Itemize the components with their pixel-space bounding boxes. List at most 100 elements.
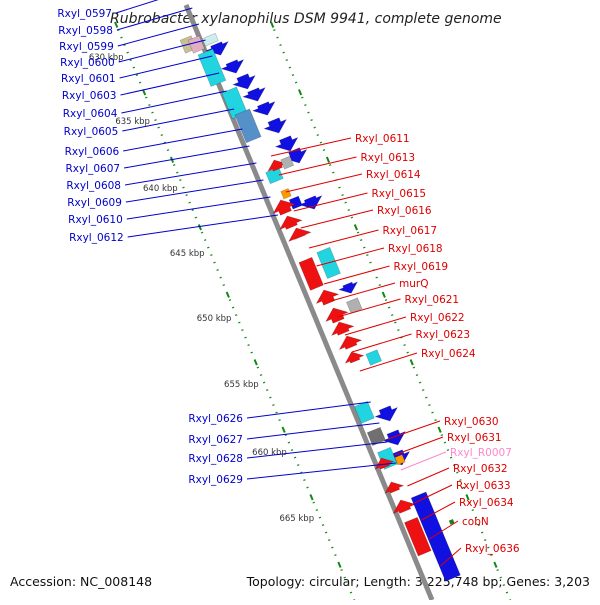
- gene-leader-line: [395, 437, 443, 455]
- gene-label: Rxyl_0601: [61, 73, 116, 85]
- gene-leader-line: [309, 230, 378, 248]
- gene-label: Rxyl_0633: [456, 480, 511, 492]
- gene-label: Rxyl_0616: [377, 205, 432, 217]
- genome-stats-text: Topology: circular; Length: 3,225,748 bp…: [246, 574, 590, 589]
- gene-feature: [366, 350, 382, 366]
- gene-leader-line: [125, 163, 256, 185]
- gene-arrow-shape: [198, 49, 226, 87]
- gene-label: Rxyl_R0007: [450, 447, 512, 459]
- scale-tick: [199, 225, 201, 231]
- gene-label: Rxyl_0597: [57, 8, 112, 20]
- gene-feature: [299, 193, 326, 213]
- gene-label: Rxyl_0599: [59, 41, 114, 53]
- scale-tick: [355, 225, 357, 231]
- gene-features: [180, 33, 460, 581]
- gene-label: Rxyl_0611: [355, 133, 410, 145]
- scale-tick: [282, 427, 284, 433]
- gene-label: Rxyl_0630: [444, 416, 499, 428]
- gene-label: Rxyl_0612: [69, 232, 124, 244]
- gene-label: Rxyl_0623: [416, 329, 471, 341]
- scale-tick: [338, 562, 340, 568]
- gene-arrow-shape: [374, 403, 402, 425]
- scale-tick: [310, 495, 312, 501]
- gene-arrow-shape: [381, 427, 409, 449]
- gene-feature: [289, 196, 302, 209]
- gene-leader-line: [120, 56, 213, 78]
- gene-arrow-shape: [252, 99, 279, 119]
- gene-label: Rxyl_0606: [65, 146, 120, 158]
- gene-feature: [374, 403, 402, 425]
- gene-label: Rxyl_0614: [366, 169, 421, 181]
- gene-label: Rxyl_0604: [63, 108, 118, 120]
- scale-tick: [227, 292, 229, 298]
- gene-leader-line: [121, 73, 220, 95]
- gene-label: Rxyl_0632: [453, 463, 508, 475]
- gene-leader-line: [247, 463, 396, 479]
- gene-leader-line: [407, 468, 449, 486]
- gene-arrow-shape: [342, 348, 364, 365]
- gene-label: Rxyl_0627: [188, 434, 243, 446]
- scale-kbp-label: 650 kbp: [197, 314, 232, 324]
- gene-label: Rxyl_0619: [394, 261, 449, 273]
- gene-arrow-shape: [313, 285, 341, 307]
- gene-label: Rxyl_0628: [188, 453, 243, 465]
- gene-feature: [220, 57, 247, 77]
- gene-arrow-shape: [220, 57, 247, 77]
- gene-leader-line: [414, 485, 452, 503]
- gene-label: murQ: [399, 278, 428, 290]
- gene-feature: [262, 115, 290, 137]
- gene-leader-line: [286, 174, 362, 192]
- gene-arrow-shape: [299, 193, 326, 213]
- gene-feature: [342, 348, 364, 365]
- scale-kbp-label: 635 kbp: [115, 117, 150, 127]
- gene-label: Rxyl_0609: [67, 197, 122, 209]
- gene-feature: [381, 427, 409, 449]
- gene-label: Rxyl_0607: [65, 163, 120, 175]
- gene-label: Rxyl_0634: [459, 497, 514, 509]
- gene-feature: [198, 49, 226, 87]
- scale-tick: [383, 292, 385, 298]
- gene-leader-line: [123, 129, 242, 151]
- gene-label: Rxyl_0605: [64, 126, 119, 138]
- scale-tick: [255, 360, 257, 366]
- scale-tick: [494, 562, 496, 568]
- gene-label: Rxyl_0608: [66, 180, 121, 192]
- scale-kbp-label: 645 kbp: [170, 249, 205, 259]
- scale-tick: [411, 360, 413, 366]
- gene-leader-line: [301, 210, 373, 228]
- gene-label: cobN: [462, 516, 489, 528]
- scale-kbp-label: 665 kbp: [279, 514, 314, 524]
- gene-label: Rxyl_0600: [60, 57, 115, 69]
- gene-label: Rxyl_0631: [447, 432, 502, 444]
- gene-label: Rxyl_0624: [421, 348, 476, 360]
- scale-tick: [327, 157, 329, 163]
- gene-arrow-shape: [338, 280, 360, 297]
- gene-leader-line: [345, 317, 406, 335]
- genome-title: Rubrobacter xylanophilus DSM 9941, compl…: [110, 11, 502, 27]
- gene-feature: [338, 280, 360, 297]
- gene-leader-line: [388, 421, 440, 439]
- gene-label: Rxyl_0613: [361, 152, 416, 164]
- right-gene-labels: Rxyl_0611 Rxyl_0613 Rxyl_0614 Rxyl_0615 Rxyl…: [271, 133, 520, 566]
- gene-label: Rxyl_0618: [388, 243, 443, 255]
- gene-feature: [252, 99, 279, 119]
- gene-leader-line: [331, 283, 395, 301]
- scale-tick: [299, 90, 301, 96]
- gene-arrow-shape: [289, 196, 302, 209]
- gene-label: Rxyl_0621: [405, 294, 460, 306]
- gene-label: Rxyl_0636: [465, 543, 520, 555]
- gene-label: Rxyl_0610: [68, 214, 123, 226]
- left-gene-labels: Rxyl_0597Rxyl_0598Rxyl_0599Rxyl_0600Rxyl…: [57, 0, 396, 486]
- gene-leader-line: [128, 215, 278, 237]
- gene-label: Rxyl_0626: [188, 413, 243, 425]
- gene-feature: [313, 285, 341, 307]
- gene-leader-line: [127, 197, 271, 219]
- gene-label: Rxyl_0615: [372, 188, 427, 200]
- accession-text: Accession: NC_008148: [10, 574, 152, 589]
- gene-label: Rxyl_0617: [383, 225, 438, 237]
- gene-label: Rxyl_0622: [410, 312, 465, 324]
- gene-leader-line: [121, 91, 226, 113]
- scale-tick: [438, 427, 440, 433]
